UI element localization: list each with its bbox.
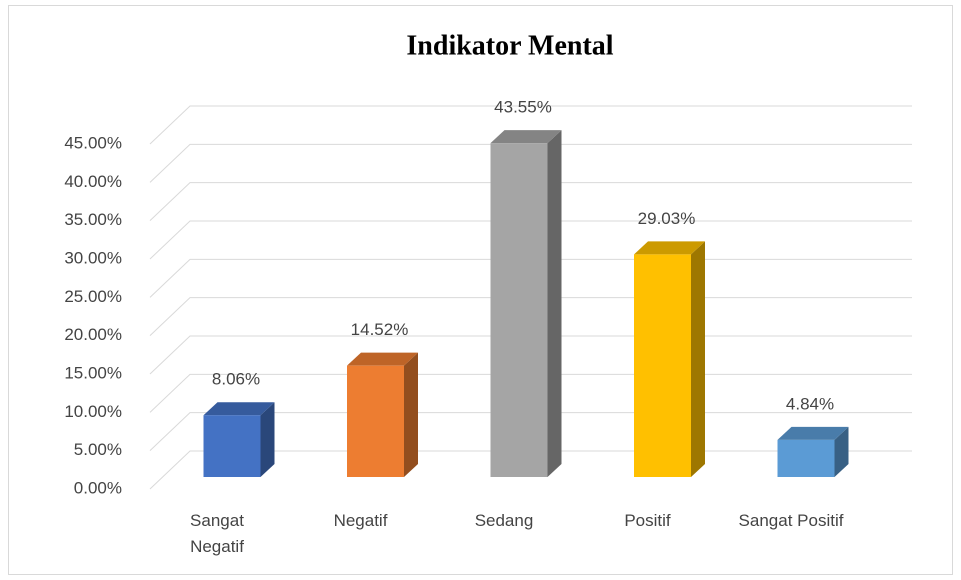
bar-top [347,352,418,366]
x-tick-label: Positif [624,511,671,530]
x-tick-label: Sangat Positif [738,511,844,530]
bar-top [203,402,275,416]
bar [634,254,691,477]
bar-side [691,241,705,477]
data-label: 14.52% [351,320,409,339]
bar-side [834,426,849,477]
chart-title: Indikator Mental [406,30,613,61]
x-tick-label: Sangat Negatif [190,511,244,556]
bar-side [547,130,562,477]
data-label: 8.06% [212,370,260,389]
bar [347,365,404,477]
bar-top [777,426,849,440]
y-tick-label: 45.00% [64,133,122,152]
grid-line [149,143,912,183]
y-tick-label: 25.00% [64,287,122,306]
chart-border [8,5,953,575]
data-label: 43.55% [494,98,552,117]
y-tick-label: 20.00% [64,325,122,344]
bar-side [260,402,275,477]
bar [203,415,261,477]
y-tick-label: 10.00% [64,402,122,421]
y-tick-label: 35.00% [64,210,122,229]
x-tick-label: Negatif [333,511,388,530]
bar [490,143,548,477]
y-tick-label: 5.00% [74,440,122,459]
x-tick-label: Sedang [474,511,534,530]
y-tick-label: 30.00% [64,248,122,267]
data-label: 4.84% [786,394,834,413]
bar-top [490,130,562,144]
data-label: 29.03% [638,209,696,228]
bar-top [634,241,705,255]
grid-line [149,182,912,222]
bar [777,439,835,477]
bar-side [404,352,418,477]
grid-line [149,220,912,260]
y-tick-label: 40.00% [64,172,122,191]
y-tick-label: 0.00% [74,478,122,497]
grid-line [149,105,912,145]
y-tick-label: 15.00% [64,363,122,382]
